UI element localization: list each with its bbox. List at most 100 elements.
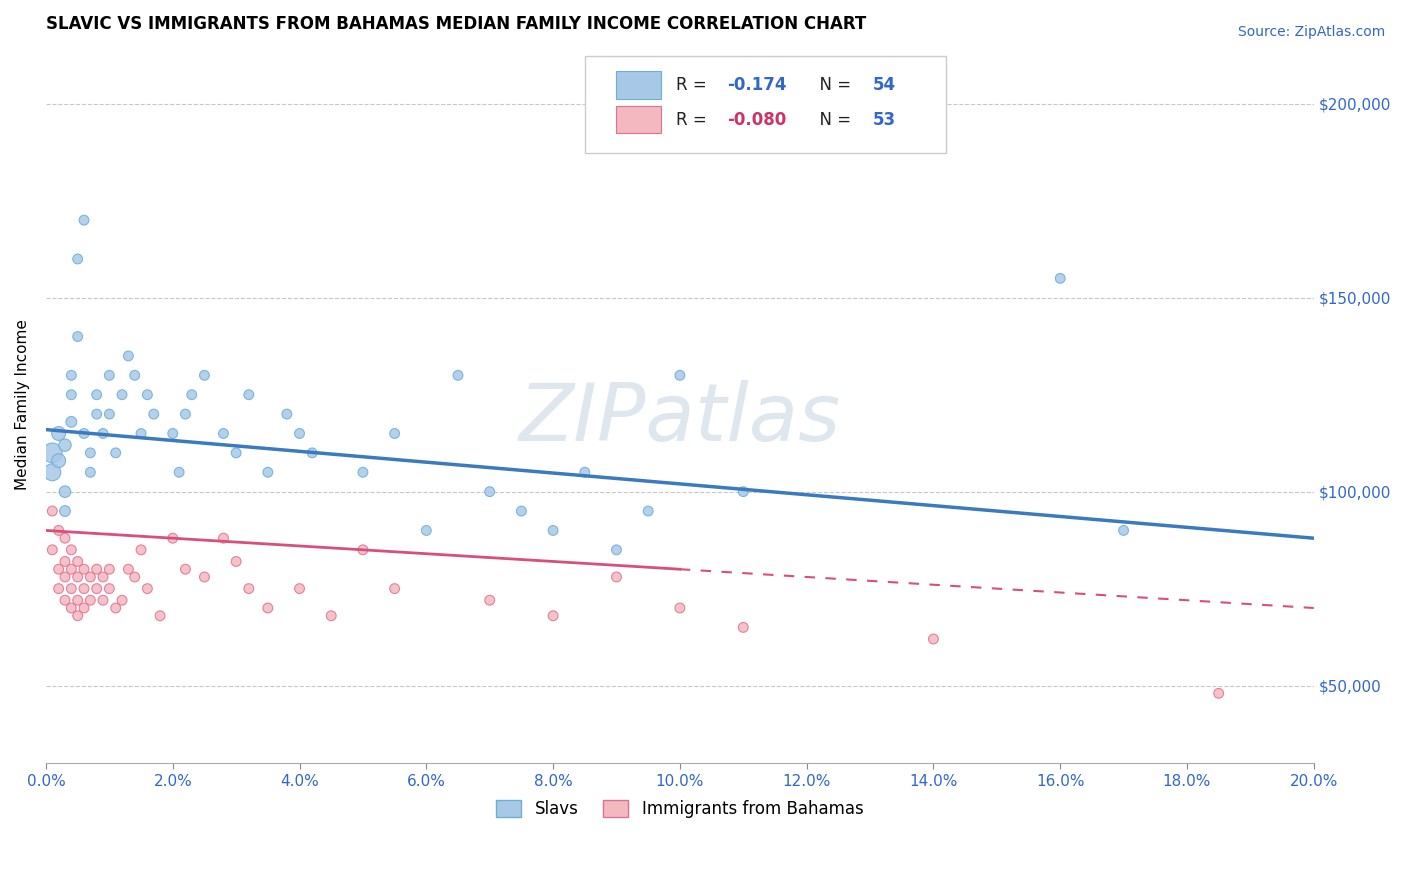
Point: [73, 213, 96, 227]
Point: [73, 562, 96, 576]
Point: [384, 582, 406, 596]
Point: [162, 426, 184, 441]
Point: [98, 407, 121, 421]
Point: [41, 465, 63, 479]
Point: [79, 465, 101, 479]
Point: [1208, 686, 1230, 700]
Point: [111, 387, 134, 401]
Point: [73, 426, 96, 441]
Point: [510, 504, 533, 518]
Point: [149, 608, 172, 623]
Point: [79, 570, 101, 584]
Point: [60, 562, 83, 576]
Point: [53, 554, 76, 568]
Point: [124, 368, 146, 383]
Point: [66, 570, 89, 584]
Point: [352, 542, 374, 557]
Point: [574, 465, 596, 479]
Point: [60, 415, 83, 429]
Point: [73, 601, 96, 615]
FancyBboxPatch shape: [585, 56, 946, 153]
Point: [174, 407, 197, 421]
Point: [48, 524, 70, 538]
Point: [53, 531, 76, 545]
Point: [193, 570, 215, 584]
Point: [256, 601, 278, 615]
Point: [256, 465, 278, 479]
Point: [41, 446, 63, 460]
Point: [922, 632, 945, 646]
Point: [212, 531, 235, 545]
Text: N =: N =: [810, 76, 856, 95]
Point: [60, 582, 83, 596]
Point: [288, 426, 311, 441]
Point: [104, 601, 127, 615]
Point: [117, 349, 139, 363]
Text: R =: R =: [676, 76, 711, 95]
Point: [1049, 271, 1071, 285]
Point: [301, 446, 323, 460]
Point: [48, 453, 70, 467]
Point: [66, 554, 89, 568]
Bar: [616, 71, 661, 99]
Point: [60, 387, 83, 401]
Point: [447, 368, 470, 383]
Point: [91, 593, 114, 607]
Point: [98, 562, 121, 576]
Point: [180, 387, 202, 401]
Point: [321, 608, 343, 623]
Point: [212, 426, 235, 441]
Point: [136, 387, 159, 401]
Point: [86, 582, 108, 596]
Point: [415, 524, 437, 538]
Point: [60, 542, 83, 557]
Point: [117, 562, 139, 576]
Point: [174, 562, 197, 576]
Point: [162, 531, 184, 545]
Text: 53: 53: [873, 111, 896, 128]
Text: -0.174: -0.174: [727, 76, 786, 95]
Point: [86, 562, 108, 576]
Point: [733, 484, 755, 499]
Point: [129, 542, 152, 557]
Point: [66, 593, 89, 607]
Point: [225, 554, 247, 568]
Point: [605, 570, 627, 584]
Bar: [616, 106, 661, 133]
Point: [66, 329, 89, 343]
Point: [86, 387, 108, 401]
Point: [129, 426, 152, 441]
Point: [669, 601, 692, 615]
Point: [238, 582, 260, 596]
Point: [48, 426, 70, 441]
Point: [111, 593, 134, 607]
Text: Source: ZipAtlas.com: Source: ZipAtlas.com: [1237, 25, 1385, 39]
Point: [136, 582, 159, 596]
Point: [41, 542, 63, 557]
Point: [66, 252, 89, 266]
Point: [91, 570, 114, 584]
Point: [98, 368, 121, 383]
Point: [478, 593, 501, 607]
Point: [541, 524, 564, 538]
Text: R =: R =: [676, 111, 711, 128]
Text: SLAVIC VS IMMIGRANTS FROM BAHAMAS MEDIAN FAMILY INCOME CORRELATION CHART: SLAVIC VS IMMIGRANTS FROM BAHAMAS MEDIAN…: [46, 15, 866, 33]
Point: [733, 620, 755, 634]
Point: [53, 484, 76, 499]
Point: [142, 407, 165, 421]
Point: [53, 504, 76, 518]
Text: N =: N =: [810, 111, 856, 128]
Point: [167, 465, 190, 479]
Text: 54: 54: [873, 76, 896, 95]
Point: [288, 582, 311, 596]
Point: [541, 608, 564, 623]
Y-axis label: Median Family Income: Median Family Income: [15, 319, 30, 490]
Point: [124, 570, 146, 584]
Point: [60, 368, 83, 383]
Point: [86, 407, 108, 421]
Text: -0.080: -0.080: [727, 111, 786, 128]
Point: [104, 446, 127, 460]
Point: [276, 407, 298, 421]
Text: ZIPatlas: ZIPatlas: [519, 380, 841, 458]
Point: [1112, 524, 1135, 538]
